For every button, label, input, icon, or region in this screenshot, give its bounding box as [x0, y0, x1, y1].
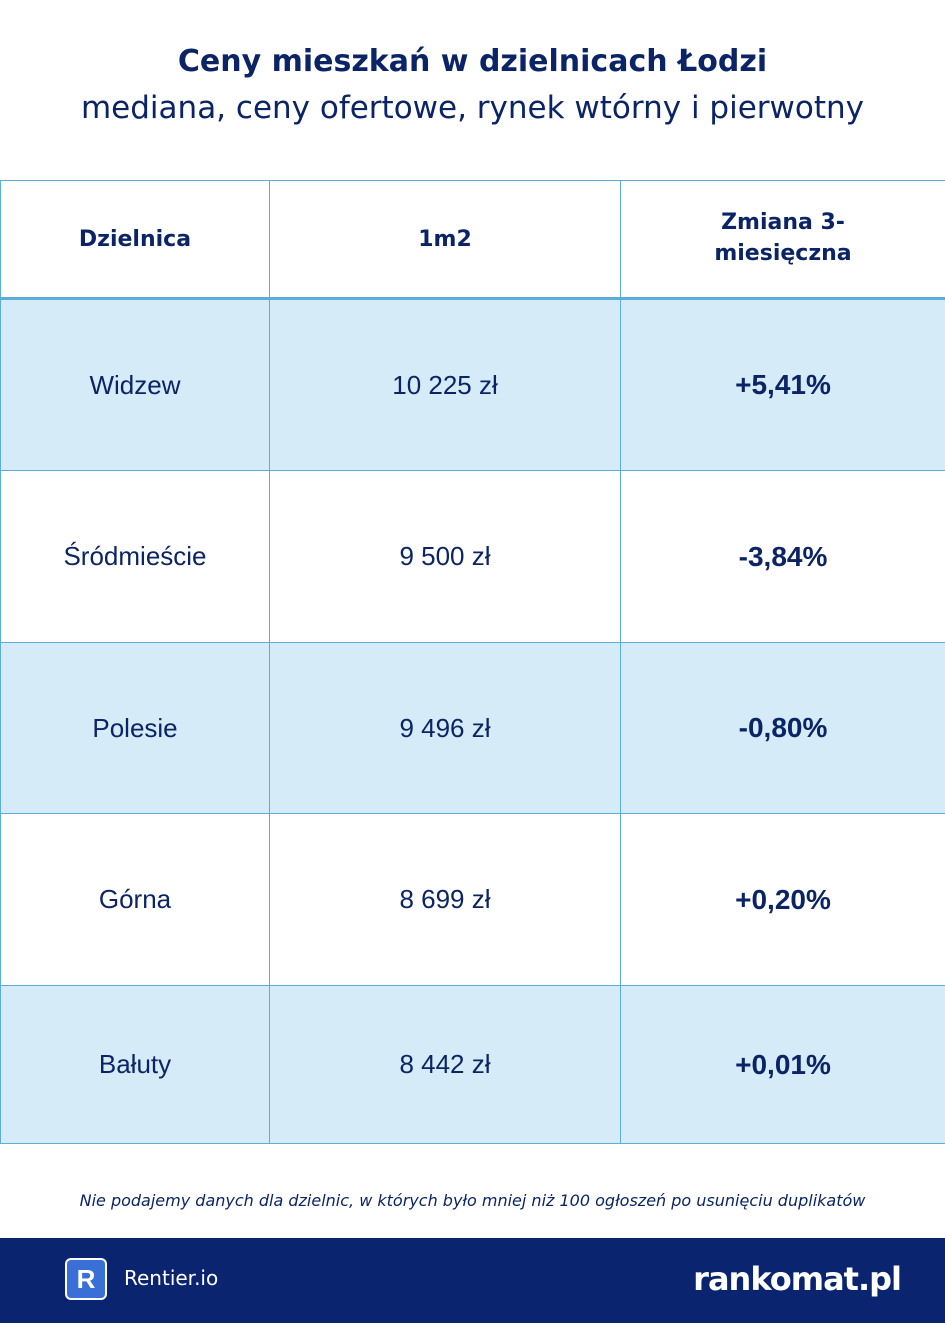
rentier-icon: R	[65, 1258, 107, 1300]
table-cell: -3,84%	[620, 470, 945, 643]
table-cell: Górna	[0, 813, 270, 986]
footnote: Nie podajemy danych dla dzielnic, w któr…	[79, 1191, 866, 1210]
table-cell: +0,01%	[620, 985, 945, 1144]
price-table: Dzielnica 1m2 Zmiana 3-miesięczna Widzew 10…	[0, 180, 945, 1144]
table-cell: 9 500 zł	[269, 470, 621, 643]
column-header-text: Dzielnica	[78, 226, 192, 252]
column-header: Zmiana 3-miesięczna	[620, 180, 945, 300]
table-cell: +5,41%	[620, 298, 945, 471]
column-header: Dzielnica	[0, 180, 270, 300]
header-row: Dzielnica 1m2 Zmiana 3-miesięczna	[0, 180, 945, 300]
table-cell: Polesie	[0, 642, 270, 814]
rankomat-logo: rankomat.pl	[693, 1260, 902, 1298]
table-row: Górna 8 699 zł +0,20%	[0, 813, 945, 986]
table-row: Śródmieście 9 500 zł -3,84%	[0, 470, 945, 643]
table-row: Polesie 9 496 zł -0,80%	[0, 642, 945, 814]
table-cell: Bałuty	[0, 985, 270, 1144]
table-row: Widzew 10 225 zł +5,41%	[0, 298, 945, 471]
table-body: Widzew 10 225 zł +5,41% Śródmieście 9 500 zł…	[0, 298, 945, 1144]
table-cell: +0,20%	[620, 813, 945, 986]
footer: R Rentier.io rankomat.pl	[0, 1238, 945, 1323]
column-header-text: 1m2	[418, 226, 472, 252]
table-cell: -0,80%	[620, 642, 945, 814]
rentier-brand: Rentier.io	[124, 1266, 219, 1290]
title: Ceny mieszkań w dzielnicach Łodzi	[177, 44, 768, 79]
table-cell: Śródmieście	[0, 470, 270, 643]
table-cell: 8 442 zł	[269, 985, 621, 1144]
table-cell: 8 699 zł	[269, 813, 621, 986]
column-header: 1m2	[269, 180, 621, 300]
table-cell: Widzew	[0, 298, 270, 471]
subtitle: mediana, ceny ofertowe, rynek wtórny i p…	[80, 90, 864, 126]
column-header-text: Zmiana 3-miesięczna	[714, 210, 852, 266]
table-cell: 9 496 zł	[269, 642, 621, 814]
table-cell: 10 225 zł	[269, 298, 621, 471]
table-row: Bałuty 8 442 zł +0,01%	[0, 985, 945, 1144]
